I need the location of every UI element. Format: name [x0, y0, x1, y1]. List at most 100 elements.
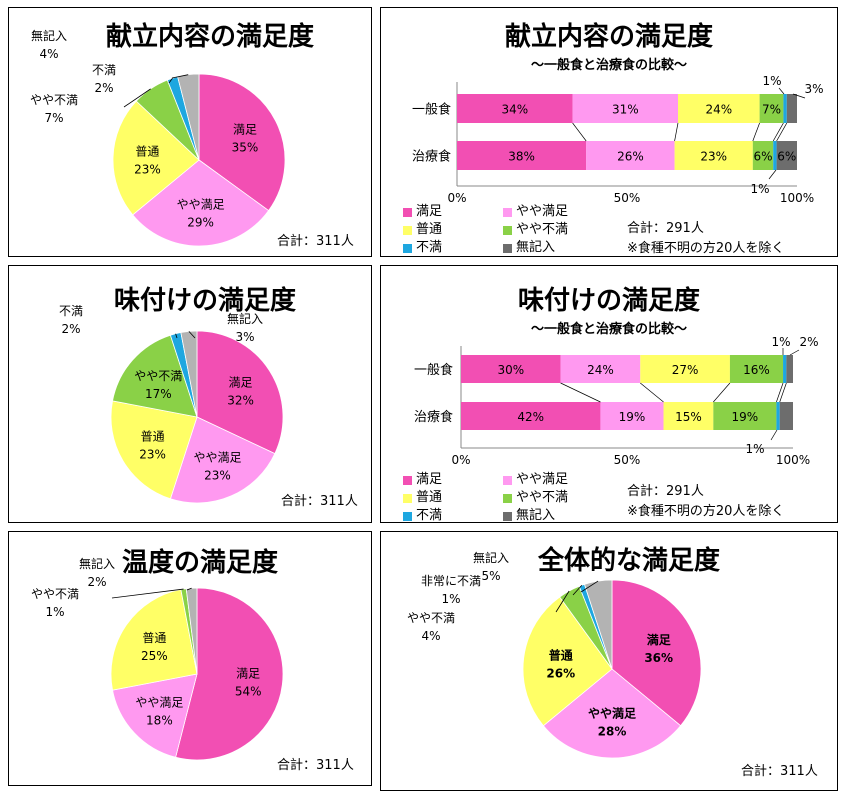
legend-label: やや満足 [516, 472, 569, 487]
legend-swatch [503, 207, 512, 217]
slice-value: 3% [235, 330, 254, 344]
slice-label: 不満 [59, 304, 83, 318]
slice-value: 18% [146, 713, 173, 727]
legend-label: 不満 [416, 508, 443, 523]
legend-item: 不満 [403, 508, 443, 523]
leader-line [789, 349, 800, 356]
bar-segment [640, 355, 730, 383]
panel-menu-bar: 0% 50% 100% 一般食 34% 31% 24% 7% 治療食 38% 26% 23% 6% 6% 1… [380, 7, 838, 257]
data-label: 26% [617, 150, 644, 164]
bar-segment [560, 355, 641, 383]
series-line [674, 122, 679, 142]
series-line [779, 382, 787, 403]
bar-segment [776, 141, 797, 170]
series-line [772, 122, 784, 142]
chart-subtitle: ～一般食と治療食の比較～ [530, 322, 687, 337]
data-label: 3% [804, 82, 823, 96]
legend-label: やや満足 [516, 204, 569, 219]
slice-value: 25% [141, 649, 168, 663]
leader-line [186, 587, 192, 591]
x-tick-label: 0% [451, 453, 470, 467]
total-label: 合計：311人 [277, 234, 354, 249]
slice-label: やや満足 [177, 198, 225, 212]
legend-label: 満足 [416, 472, 443, 487]
total-label: 合計：311人 [277, 758, 354, 773]
pie-slice [180, 330, 198, 418]
leader-line [168, 77, 173, 84]
slice-label: やや満足 [193, 450, 241, 464]
legend-item: 不満 [403, 240, 442, 256]
bar-segment [729, 355, 784, 383]
bar-segment [586, 141, 675, 170]
legend-swatch [503, 225, 512, 235]
slice-value: 23% [139, 447, 166, 461]
x-tick-label: 0% [447, 191, 466, 205]
legend-swatch [403, 475, 412, 485]
data-label: 24% [587, 363, 614, 377]
slice-label: やや不満 [30, 93, 78, 107]
chart-subtitle: ～一般食と治療食の比較～ [530, 58, 687, 73]
panel-taste-bar: 0% 50% 100% 一般食 30% 24% 27% 16% 治療食 42% 19% 15% 19% 1… [380, 265, 838, 523]
overall-pie-chart: 満足 36% やや満足 28% 普通 26% やや不満 4% 非常に不満 1% 無記入 5% [407, 550, 702, 759]
total-label: 合計：291人 [627, 221, 704, 236]
data-label: 34% [501, 103, 528, 117]
data-label: 27% [672, 363, 699, 377]
pie-slice [112, 100, 200, 216]
category-label: 治療食 [414, 409, 453, 425]
legend-item: 無記入 [503, 240, 555, 256]
slice-value: 17% [145, 387, 172, 401]
slice-value: 36% [644, 651, 673, 665]
panel-overall-pie: 満足 36% やや満足 28% 普通 26% やや不満 4% 非常に不満 1% 無記入 5% 全体的な… [380, 531, 838, 791]
x-tick-label: 100% [780, 191, 814, 205]
legend-item: 普通 [403, 222, 442, 238]
series-line [560, 382, 601, 403]
leader-line [111, 588, 184, 599]
taste-pie-chart: 満足 32% やや満足 23% 普通 23% やや不満 17% 不満 2% 無記入 3% [59, 304, 284, 504]
slice-value: 7% [44, 111, 63, 125]
data-label: 7% [762, 103, 781, 117]
slice-value: 4% [421, 629, 440, 643]
pie-slice [175, 587, 284, 761]
legend-label: 無記入 [516, 508, 556, 523]
slice-value: 32% [227, 393, 254, 407]
slice-value: 29% [187, 216, 214, 230]
slice-label: 普通 [142, 631, 166, 645]
chart-title: 温度の満足度 [121, 548, 278, 578]
data-label: 1% [762, 74, 781, 88]
pie-slice [198, 73, 286, 212]
bar-segment [773, 141, 777, 170]
data-label: 19% [619, 410, 646, 424]
legend-item: やや不満 [503, 490, 568, 506]
bar-segment [786, 355, 793, 383]
slice-label: 無記入 [79, 556, 115, 571]
legend-item: 満足 [403, 204, 442, 220]
bar-segment [572, 94, 678, 123]
leader-line [580, 580, 599, 593]
series-line [752, 122, 760, 142]
series-line [572, 122, 587, 142]
legend-label: やや不満 [516, 222, 569, 237]
slice-label: 満足 [233, 123, 257, 137]
legend-swatch [503, 243, 512, 253]
legend-item: 無記入 [503, 508, 556, 523]
legend-label: やや不満 [516, 490, 569, 505]
chart-title: 全体的な満足度 [537, 546, 720, 576]
bar-segment [457, 94, 573, 123]
data-label: 31% [612, 103, 639, 117]
x-tick-label: 100% [776, 453, 810, 467]
series-line [776, 382, 784, 403]
slice-label: 満足 [236, 666, 260, 680]
leader-line [778, 87, 785, 95]
data-label: 23% [700, 150, 727, 164]
data-label: 15% [675, 410, 702, 424]
chart-title: 味付けの満足度 [113, 286, 296, 316]
bar-segment [600, 402, 664, 430]
bar-segment [783, 355, 787, 383]
pie-slice [196, 330, 284, 455]
series-line [776, 122, 788, 142]
slice-label: やや不満 [31, 587, 79, 601]
pie-slice [522, 596, 613, 727]
legend-item: 普通 [403, 490, 442, 506]
total-label: 合計：311人 [741, 764, 818, 779]
legend-swatch [503, 511, 512, 521]
